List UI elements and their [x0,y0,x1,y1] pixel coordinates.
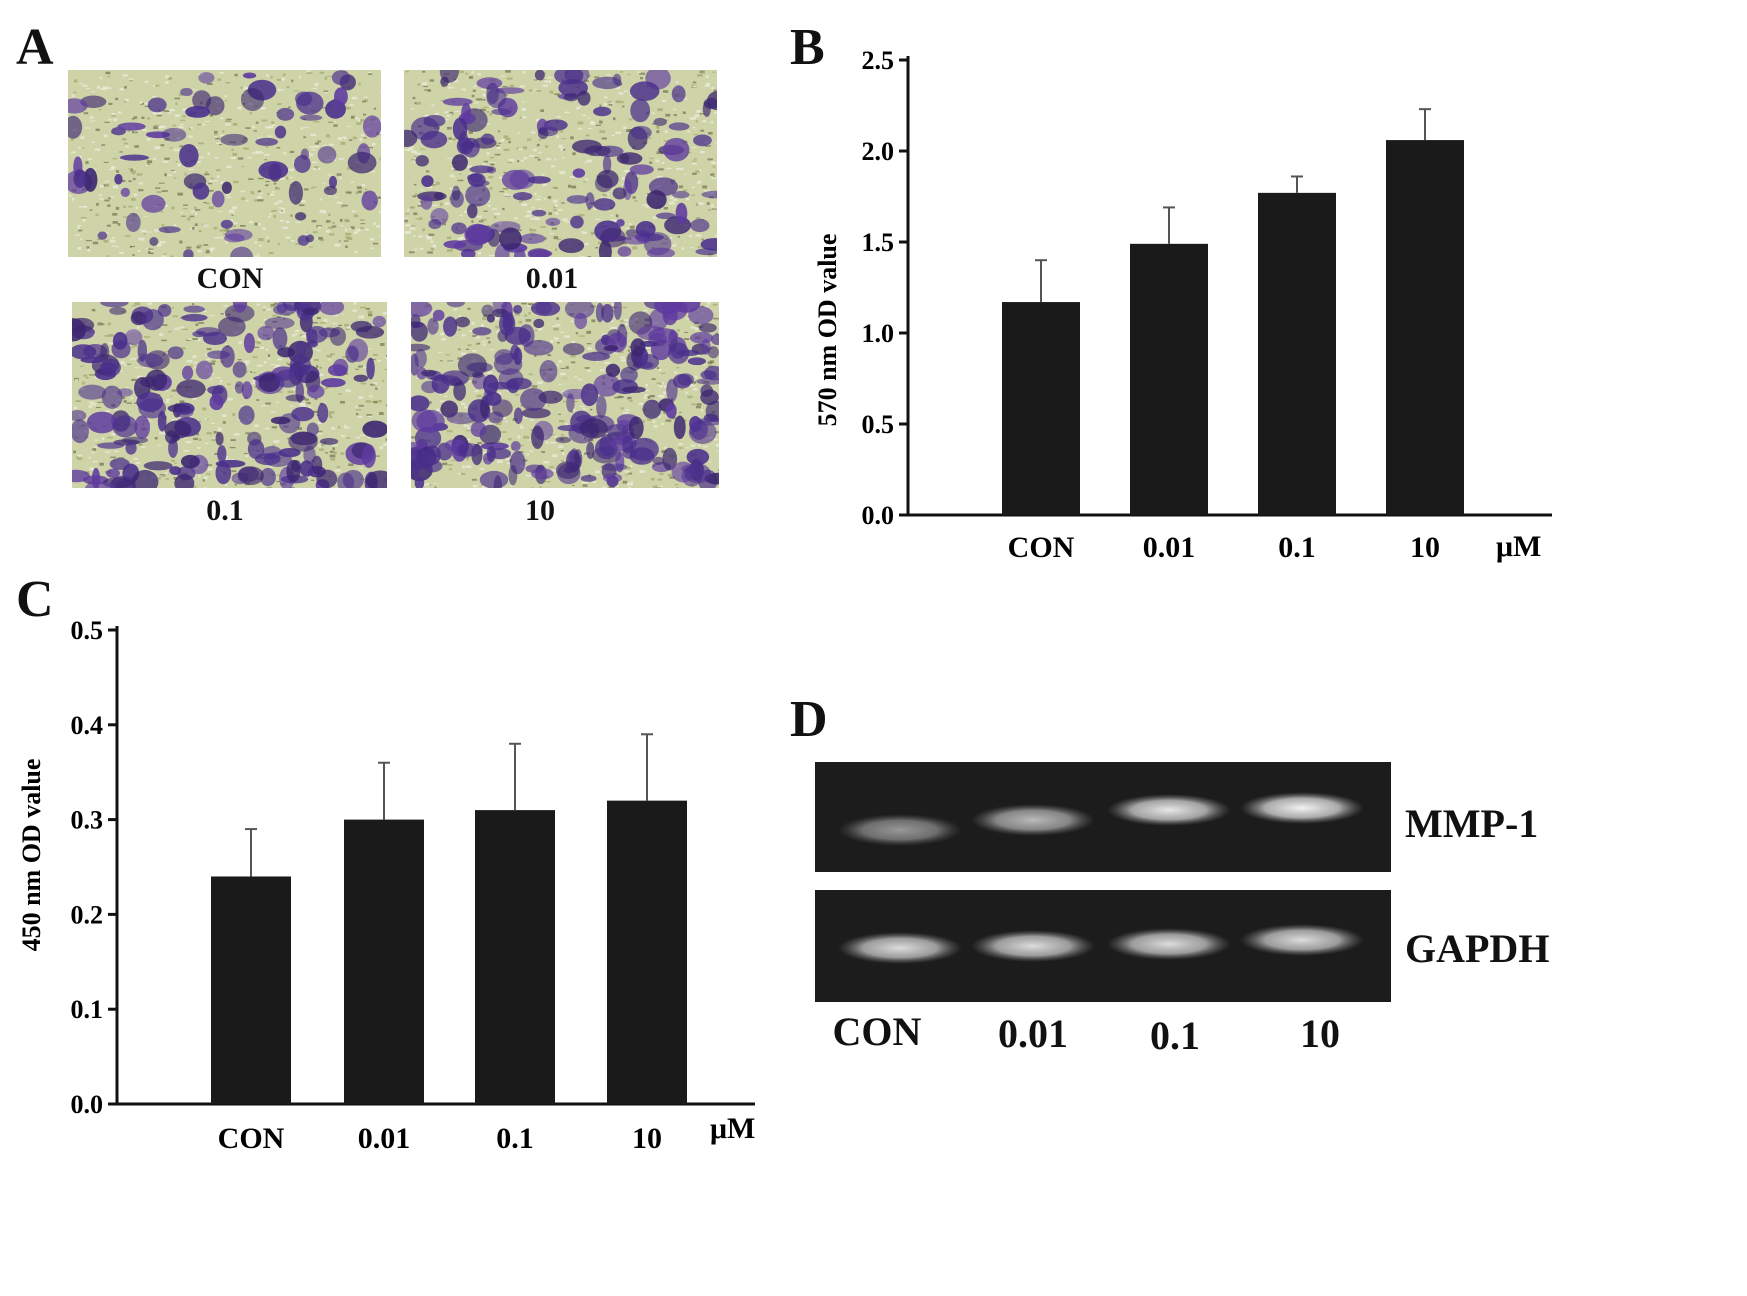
chart-b-bar [1130,243,1208,515]
micrograph-con [68,70,381,257]
micrograph-stained-cells [404,70,717,257]
gel-band [1107,928,1231,960]
chart-b-unit-label: μM [1496,530,1541,563]
chart-c-bar [211,876,291,1104]
gel-lane-label-con: CON [832,1009,922,1054]
chart-c-category-label: CON [218,1122,285,1155]
panel-letter-c: C [16,571,54,628]
gel-lane-label-0-1: 0.1 [1150,1013,1200,1058]
chart-c-ytick-label: 0.5 [71,616,104,645]
chart-b-category-label: CON [1008,531,1075,564]
chart-c-category-label: 0.1 [496,1122,534,1155]
chart-c-ytick-label: 0.1 [71,995,104,1024]
micrograph-background [68,70,381,257]
chart-c-ytick-label: 0.3 [71,806,104,835]
gel-row-mmp1 [815,762,1391,872]
micrograph-stained-cells [411,302,719,488]
chart-c-bar-chart: 450 nm OD value μM 0.0 0.1 0.2 0.3 0.4 0.5 CON… [17,616,755,1155]
chart-c-ytick-label: 0.0 [71,1090,104,1119]
micrograph-label-0-1: 0.1 [206,494,244,527]
gel-label-mmp1: MMP-1 [1405,801,1539,846]
chart-c-category-label: 0.01 [358,1122,411,1155]
gel-label-gapdh: GAPDH [1405,926,1550,971]
chart-b-ylabel: 570 nm OD value [813,234,842,427]
micrograph-label-10: 10 [525,494,555,527]
chart-c-ytick-label: 0.4 [71,711,104,740]
chart-b-ytick-label: 1.0 [862,319,895,348]
micrograph-label-0-01: 0.01 [525,262,579,295]
chart-b-category-label: 0.1 [1278,531,1316,564]
chart-b-bar [1258,192,1336,516]
chart-c-ytick-label: 0.2 [71,900,104,929]
chart-b-ytick-label: 0.0 [862,501,895,530]
micrograph-10 [411,302,719,488]
chart-c-bar [475,810,555,1104]
chart-b-bar [1386,140,1464,515]
gel-row-gapdh [815,890,1391,1002]
chart-b-category-label: 0.01 [1143,531,1196,564]
chart-b-ytick-label: 2.0 [862,137,895,166]
gel-band [971,804,1095,836]
micrograph-0-01 [404,70,717,257]
gel-lane-label-0-01: 0.01 [998,1011,1068,1056]
gel-band [971,930,1095,962]
gel-band [838,932,962,964]
chart-b-category-label: 10 [1410,531,1440,564]
panel-letter-d: D [790,691,828,748]
chart-c-category-label: 10 [632,1122,662,1155]
micrograph-0-1 [72,302,387,488]
gel-band [838,814,962,846]
chart-c-ylabel: 450 nm OD value [17,759,46,952]
micrograph-stained-cells [72,302,387,488]
chart-c-bar [344,819,424,1104]
gel-band [1107,794,1231,826]
chart-b-ytick-label: 1.5 [862,228,895,257]
gel-band [1240,792,1364,824]
chart-b-bar-chart: 570 nm OD value μM 0.0 0.5 1.0 1.5 2.0 2.5 CON… [813,46,1552,564]
chart-c-unit-label: μM [710,1112,755,1145]
gel-lane-label-10: 10 [1300,1011,1340,1056]
chart-c-bar [607,800,687,1104]
chart-b-ytick-label: 0.5 [862,410,895,439]
micrograph-label-con: CON [196,262,264,295]
panel-letter-a: A [16,19,54,76]
chart-b-ytick-label: 2.5 [862,46,895,75]
chart-b-bar [1002,302,1080,515]
gel-band [1240,924,1364,956]
micrograph-stained-cells [68,70,381,257]
panel-letter-b: B [790,19,825,76]
